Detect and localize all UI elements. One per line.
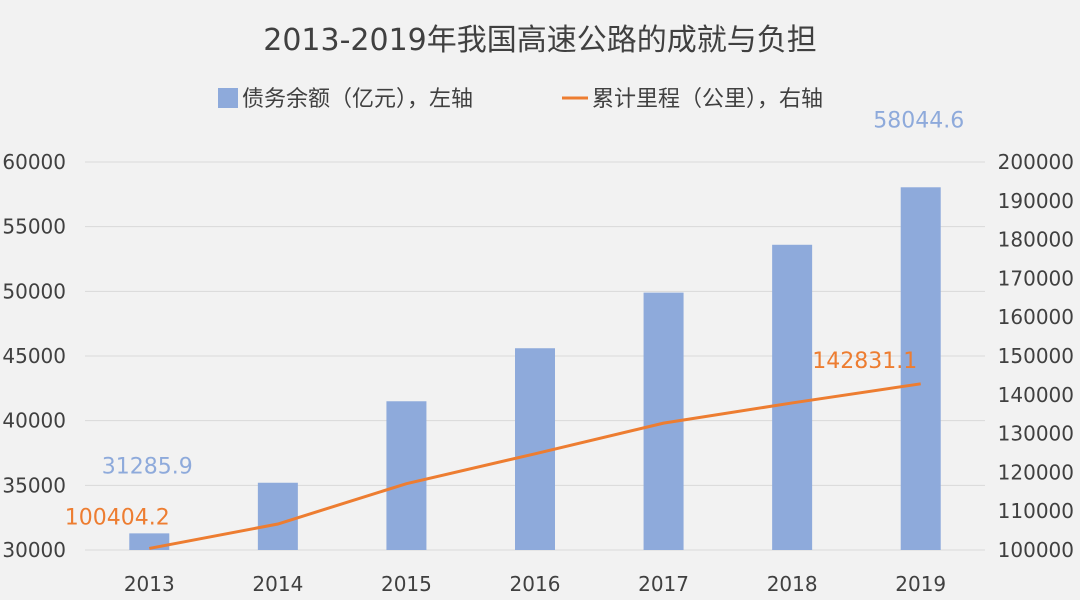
- left-axis-tick-label: 55000: [2, 215, 66, 239]
- right-axis-tick-label: 190000: [998, 189, 1074, 213]
- bar: [900, 187, 941, 550]
- left-axis-tick-label: 50000: [2, 279, 66, 303]
- right-axis-tick-label: 140000: [998, 383, 1074, 407]
- left-axis-tick-label: 30000: [2, 538, 66, 562]
- line-series: [149, 382, 921, 550]
- right-axis-tick-label: 150000: [998, 344, 1074, 368]
- x-axis-tick-label: 2013: [124, 572, 175, 596]
- bar-data-label: 31285.9: [102, 454, 193, 479]
- right-axis-tick-label: 100000: [998, 538, 1074, 562]
- line-data-label: 142831.1: [812, 349, 917, 374]
- right-axis-tick-label: 160000: [998, 305, 1074, 329]
- x-axis-tick-label: 2018: [767, 572, 818, 596]
- right-axis-tick-label: 110000: [998, 499, 1074, 523]
- bar: [257, 482, 298, 550]
- right-axis: 100000 110000 120000 130000 140000 150000 1600…: [998, 150, 1074, 562]
- data-labels: 31285.9 58044.6 100404.2 142831.1: [65, 108, 964, 530]
- right-axis-tick-label: 200000: [998, 150, 1074, 174]
- bar-series: [129, 187, 941, 551]
- legend-label-debt: 债务余额（亿元），左轴: [242, 87, 473, 112]
- legend-label-mileage: 累计里程（公里），右轴: [592, 87, 823, 112]
- line-data-label: 100404.2: [65, 505, 170, 530]
- bar-data-label: 58044.6: [873, 108, 964, 133]
- legend: 债务余额（亿元），左轴 累计里程（公里），右轴: [218, 87, 823, 112]
- left-axis: 30000 35000 40000 45000 50000 55000 60000: [2, 150, 66, 562]
- x-axis-tick-label: 2014: [252, 572, 303, 596]
- left-axis-tick-label: 45000: [2, 344, 66, 368]
- right-axis-tick-label: 180000: [998, 228, 1074, 252]
- x-axis-tick-label: 2015: [381, 572, 432, 596]
- left-axis-tick-label: 35000: [2, 473, 66, 497]
- bar: [386, 401, 427, 550]
- x-axis-tick-label: 2017: [638, 572, 689, 596]
- left-axis-tick-label: 60000: [2, 150, 66, 174]
- x-axis: 2013 2014 2015 2016 2017 2018 2019: [124, 572, 946, 596]
- right-axis-tick-label: 170000: [998, 266, 1074, 290]
- bar: [772, 244, 813, 551]
- legend-swatch-debt: [218, 88, 238, 108]
- right-axis-tick-label: 130000: [998, 422, 1074, 446]
- chart-title: 2013-2019年我国高速公路的成就与负担: [263, 23, 817, 58]
- x-axis-tick-label: 2019: [895, 572, 946, 596]
- x-axis-tick-label: 2016: [510, 572, 561, 596]
- left-axis-tick-label: 40000: [2, 409, 66, 433]
- right-axis-tick-label: 120000: [998, 460, 1074, 484]
